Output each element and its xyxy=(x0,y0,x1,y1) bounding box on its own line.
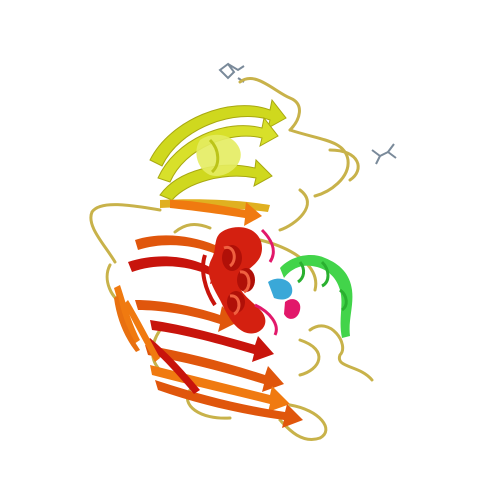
orange-strand-upper xyxy=(170,200,262,226)
orange-red-beta-sheet xyxy=(114,235,303,428)
yellow-beta-sheet xyxy=(149,98,287,212)
red-alpha-helices xyxy=(201,227,278,336)
ligand-sticks-right xyxy=(371,143,397,165)
green-alpha-helix xyxy=(280,255,353,338)
ligand-sticks-top xyxy=(218,62,245,83)
cyan-helix xyxy=(268,278,293,300)
magenta-helix xyxy=(284,299,301,319)
